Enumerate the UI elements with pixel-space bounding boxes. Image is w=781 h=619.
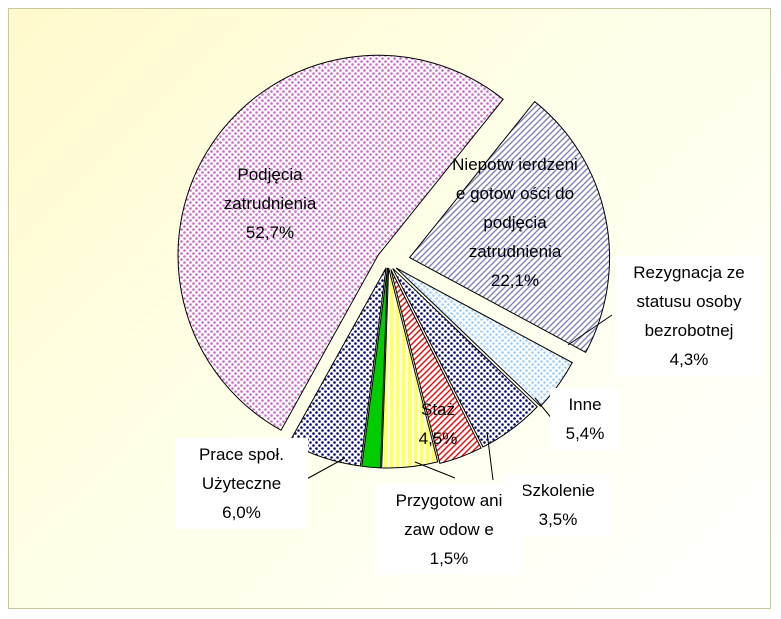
slice-label: Rezygnacja ze statusu osoby bezrobotnej 4… bbox=[615, 256, 763, 376]
slice-label: Staż 4,5% bbox=[410, 395, 466, 453]
value-label: 5,4% bbox=[565, 424, 605, 443]
leader-line bbox=[486, 431, 494, 481]
slice-label: Przygotow ani zaw odow e 1,5% bbox=[375, 484, 523, 575]
slice-label: Prace społ. Użyteczne 6,0% bbox=[175, 438, 308, 529]
category-label: Inne bbox=[568, 395, 602, 414]
slice-label: Niepotw ierdzeni e gotow ości do podjęci… bbox=[440, 150, 590, 295]
pie-slice bbox=[392, 268, 538, 448]
pie-slice bbox=[361, 267, 389, 469]
leader-line bbox=[567, 314, 613, 346]
pie-slice bbox=[381, 267, 439, 469]
slice-label: Podjęcia zatrudnienia 52,7% bbox=[200, 160, 340, 247]
value-label: 1,5% bbox=[429, 549, 469, 568]
value-label: 4,3% bbox=[669, 350, 709, 369]
category-label: Podjęcia zatrudnienia bbox=[223, 165, 317, 213]
category-label: Rezygnacja ze statusu osoby bezrobotnej bbox=[633, 263, 745, 340]
category-label: Staż bbox=[420, 400, 456, 419]
category-label: Niepotw ierdzeni e gotow ości do podjęci… bbox=[452, 155, 578, 261]
pie-slice bbox=[395, 267, 573, 407]
value-label: 22,1% bbox=[490, 271, 540, 290]
pie-slice bbox=[177, 54, 504, 431]
category-label: Przygotow ani zaw odow e bbox=[395, 491, 503, 539]
value-label: 52,7% bbox=[245, 223, 295, 242]
value-label: 6,0% bbox=[222, 503, 261, 522]
slice-label: Inne 5,4% bbox=[550, 388, 620, 450]
category-label: Prace społ. Użyteczne bbox=[198, 445, 285, 493]
value-label: 3,5% bbox=[538, 510, 578, 529]
leader-line bbox=[414, 461, 456, 479]
category-label: Szkolenie bbox=[521, 481, 595, 500]
pie-slice bbox=[390, 269, 482, 464]
value-label: 4,5% bbox=[418, 429, 458, 448]
